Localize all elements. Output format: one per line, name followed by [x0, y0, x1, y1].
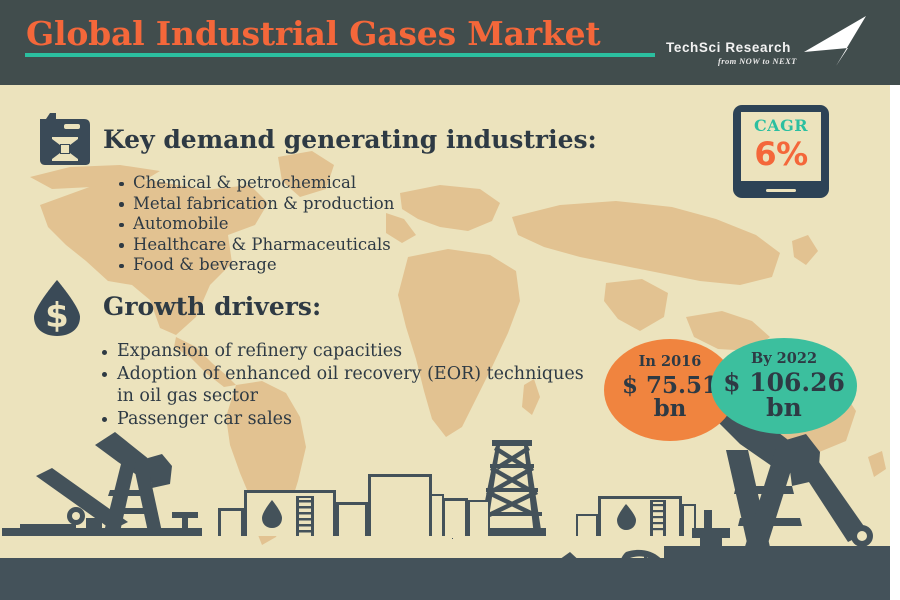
factory-buildings [336, 474, 468, 536]
page-title: Global Industrial Gases Market [26, 14, 601, 53]
world-map-background [30, 151, 886, 545]
tablet-screen: CAGR 6% [741, 112, 821, 181]
storage-tank-oil-drop-2 [576, 496, 696, 536]
svg-text:$: $ [45, 296, 69, 336]
dollar-droplet-icon: $ [26, 277, 88, 344]
list-item: Passenger car sales [101, 408, 584, 431]
brand-logo: TechSci Research from NOW to NEXT [666, 14, 866, 72]
logo-name: TechSci Research [666, 40, 791, 55]
pumpjack-left [2, 432, 176, 536]
amount-2016: $ 75.51 bn [621, 372, 719, 422]
buildings-right [452, 500, 490, 539]
list-item: Chemical & petrochemical [118, 173, 394, 194]
list-item: Healthcare & Pharmaceuticals [118, 235, 394, 256]
pumpjack-right [664, 410, 890, 560]
year-label-2016: In 2016 [638, 353, 702, 370]
year-label-2022: By 2022 [750, 350, 818, 367]
list-item: Expansion of refinery capacities [101, 340, 584, 363]
list-item: Adoption of enhanced oil recovery (EOR) … [101, 363, 584, 386]
derrick-tower [474, 440, 546, 536]
infographic-canvas: Key demand generating industries: Chemic… [0, 85, 890, 600]
list-item: Food & beverage [118, 255, 394, 276]
list-item-continuation: in oil gas sector [117, 386, 258, 406]
demand-industries-list: Chemical & petrochemical Metal fabricati… [118, 173, 394, 276]
cagr-value: 6% [754, 135, 808, 173]
small-tank-left [218, 508, 244, 536]
arrow-swoosh-icon [804, 16, 866, 66]
title-underline [25, 53, 655, 57]
logo-tagline: from NOW to NEXT [718, 56, 797, 66]
growth-drivers-list: Expansion of refinery capacities Adoptio… [101, 340, 584, 430]
list-item: Metal fabrication & production [118, 194, 394, 215]
header-bar: Global Industrial Gases Market TechSci R… [0, 0, 900, 85]
list-item: Automobile [118, 214, 394, 235]
tablet-home-button [766, 189, 796, 192]
jerrycan-icon [36, 107, 94, 172]
section-heading-growth: Growth drivers: [103, 292, 322, 321]
cagr-label: CAGR [753, 116, 809, 135]
industrial-skyline [0, 410, 890, 600]
section-heading-demand: Key demand generating industries: [103, 125, 597, 154]
storage-tank-oil-drop [244, 490, 336, 536]
market-value-2022: By 2022 $ 106.26 bn [711, 338, 857, 434]
amount-2022: $ 106.26 bn [723, 368, 845, 422]
wellhead-small [168, 512, 202, 536]
cagr-tablet-widget: CAGR 6% [733, 105, 829, 198]
